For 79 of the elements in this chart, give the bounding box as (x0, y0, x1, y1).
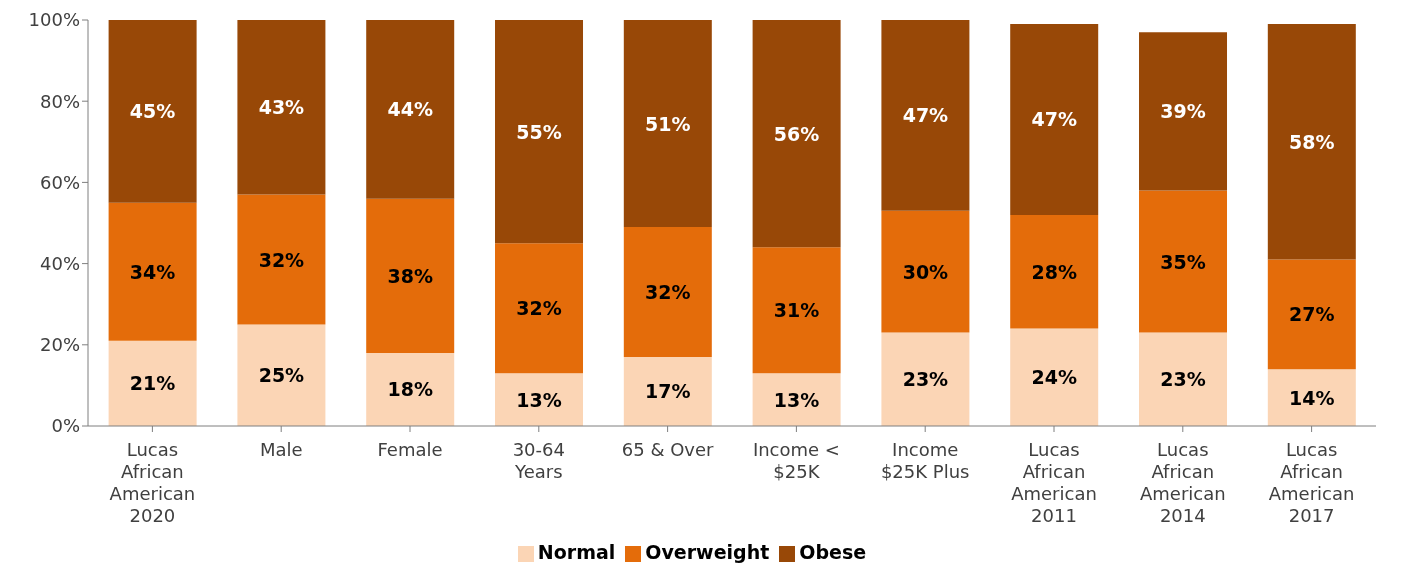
bar (495, 20, 584, 244)
bar (1139, 32, 1228, 191)
y-tick-label: 40% (39, 252, 80, 274)
data-label: 13% (516, 388, 562, 411)
data-label: 13% (773, 388, 820, 411)
bar (1010, 24, 1099, 215)
x-tick-label: Lucas African American 2017 (1268, 439, 1355, 526)
data-label: 32% (516, 297, 562, 320)
data-label: 25% (258, 364, 305, 387)
data-label: 14% (1289, 386, 1335, 409)
x-tick-label: 65 & Over (621, 439, 715, 460)
data-label: 35% (1160, 250, 1206, 273)
data-label: 23% (1160, 368, 1206, 391)
y-tick-label: 0% (51, 415, 80, 437)
bar (108, 20, 197, 203)
bar (1010, 328, 1099, 426)
x-tick-label: Income < $25K (752, 439, 840, 482)
y-tick-label: 60% (39, 171, 80, 193)
data-label: 56% (773, 122, 820, 145)
bar (752, 20, 841, 248)
y-tick-label: 80% (39, 90, 80, 112)
data-label: 58% (1289, 130, 1335, 153)
bar (881, 332, 970, 426)
bar (623, 227, 712, 357)
bar (752, 247, 841, 374)
data-label: 32% (645, 281, 691, 304)
data-label: 17% (645, 380, 691, 403)
y-tick-label: 100% (28, 9, 80, 31)
bar (1267, 369, 1356, 426)
data-label: 32% (258, 248, 305, 271)
bar (752, 373, 841, 426)
data-label: 38% (387, 264, 433, 287)
data-label: 27% (1289, 303, 1335, 326)
data-label: 44% (387, 98, 433, 121)
bar (623, 356, 712, 426)
bar (1267, 24, 1356, 260)
bar (108, 202, 197, 341)
bar (881, 210, 970, 333)
bar (623, 20, 712, 228)
bar (1010, 214, 1099, 329)
data-label: 23% (902, 368, 949, 391)
x-tick-label: Lucas African American 2014 (1139, 439, 1226, 526)
bar (1267, 259, 1356, 370)
data-label: 51% (645, 112, 691, 135)
data-label: 24% (1031, 366, 1077, 389)
legend-label: Obese (799, 541, 867, 563)
x-tick-label: Male (259, 439, 303, 460)
bar (1139, 332, 1228, 426)
data-label: 34% (129, 260, 176, 283)
bar (108, 340, 197, 426)
data-label: 31% (773, 299, 820, 322)
x-tick-label: Female (377, 439, 443, 460)
data-label: 21% (129, 372, 176, 395)
data-label: 55% (516, 120, 562, 143)
bar (495, 373, 584, 426)
bar (495, 243, 584, 374)
bar (237, 194, 326, 325)
y-tick-label: 20% (39, 334, 80, 356)
bar (1139, 190, 1228, 333)
data-label: 47% (902, 104, 949, 127)
x-tick-label: Income $25K Plus (880, 439, 970, 482)
bar (237, 324, 326, 426)
data-label: 47% (1031, 108, 1077, 131)
x-tick-label: 30-64 Years (512, 439, 565, 482)
data-label: 39% (1160, 100, 1206, 123)
data-label: 43% (258, 96, 305, 119)
bar (237, 20, 326, 195)
x-tick-label: Lucas African American 2020 (109, 439, 196, 526)
x-tick-label: Lucas African American 2011 (1011, 439, 1097, 526)
bar (366, 20, 455, 199)
bar (881, 20, 970, 211)
data-label: 30% (902, 260, 949, 283)
legend-label: Overweight (645, 541, 770, 563)
bar (366, 198, 455, 353)
legend-label: Normal (537, 541, 616, 563)
bar (366, 352, 455, 426)
data-label: 45% (129, 100, 176, 123)
data-label: 18% (387, 378, 433, 401)
data-label: 28% (1031, 260, 1077, 283)
